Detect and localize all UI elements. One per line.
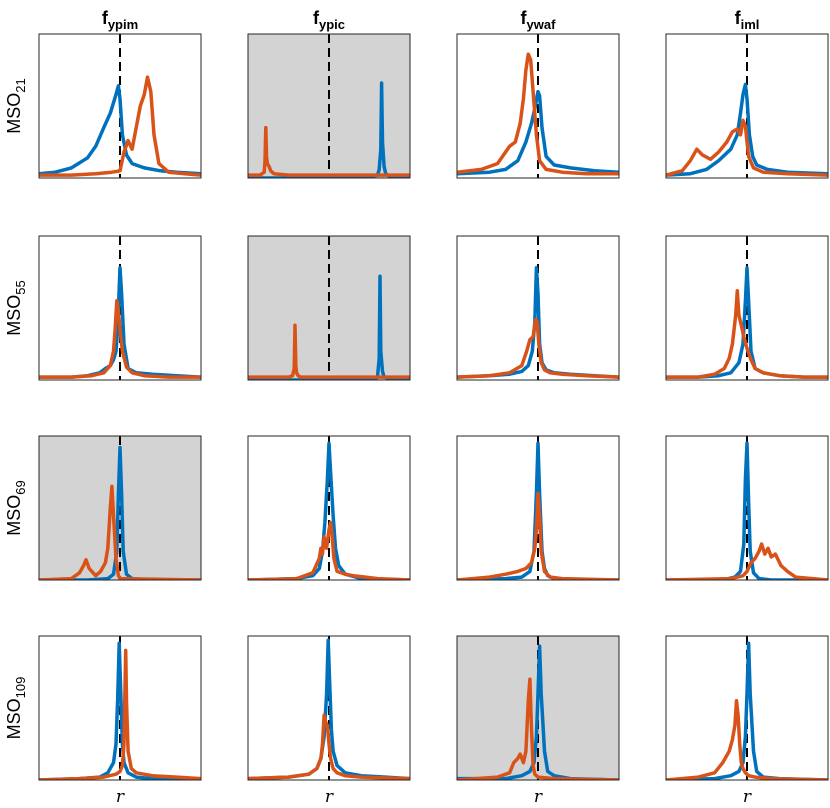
panel-r1-c3 — [665, 235, 829, 381]
series-blue-line — [666, 82, 828, 177]
axes-frame — [38, 435, 202, 581]
column-title-subscript: ypic — [319, 17, 345, 32]
axes-frame — [456, 435, 620, 581]
panel-r3-c3 — [665, 635, 829, 781]
series-orange-line — [666, 699, 828, 780]
axes-frame — [247, 235, 411, 381]
axes-frame — [665, 635, 829, 781]
axes-frame — [456, 235, 620, 381]
panel-r2-c2 — [456, 435, 620, 581]
series-orange-line — [666, 288, 828, 379]
series-blue-line — [248, 441, 410, 580]
series-orange-line — [39, 484, 201, 580]
series-orange-line — [248, 125, 410, 177]
panel-r2-c0 — [38, 435, 202, 581]
axes-frame — [665, 33, 829, 179]
series-orange-line — [666, 118, 828, 177]
panel-r3-c2 — [456, 635, 620, 781]
axes-frame — [247, 435, 411, 581]
panel-r0-c2 — [456, 33, 620, 179]
column-title-ypim: fypim — [102, 8, 138, 32]
axes-frame — [247, 635, 411, 781]
row-label-subscript: 109 — [13, 677, 28, 699]
panel-r1-c1 — [247, 235, 411, 381]
row-label-subscript: 69 — [13, 480, 28, 494]
panel-r3-c1 — [247, 635, 411, 781]
series-orange-line — [457, 317, 619, 379]
series-blue-line — [39, 84, 201, 176]
series-blue-line — [457, 89, 619, 176]
x-axis-label: r — [116, 787, 125, 807]
x-axis-label: r — [743, 787, 752, 807]
axes-frame — [38, 635, 202, 781]
series-orange-line — [248, 713, 410, 780]
axes-frame — [38, 33, 202, 179]
row-label-mso-69: MSO69 — [4, 480, 28, 535]
column-title-iml: fiml — [735, 8, 760, 32]
panel-r2-c3 — [665, 435, 829, 581]
series-orange-line — [457, 52, 619, 176]
column-title-subscript: ypim — [108, 17, 138, 32]
panel-r1-c2 — [456, 235, 620, 381]
row-label-subscript: 55 — [13, 280, 28, 294]
row-label-subscript: 21 — [13, 78, 28, 92]
panel-r0-c0 — [38, 33, 202, 179]
row-label-mso-21: MSO21 — [4, 78, 28, 133]
series-blue-line — [457, 644, 619, 780]
row-label-mso-55: MSO55 — [4, 280, 28, 335]
column-title-ypic: fypic — [313, 8, 345, 32]
axes-frame — [456, 635, 620, 781]
series-orange-line — [39, 299, 201, 379]
panel-r1-c0 — [38, 235, 202, 381]
series-orange-line — [457, 491, 619, 580]
axes-frame — [38, 235, 202, 381]
x-axis-label: r — [534, 787, 543, 807]
x-axis-label: r — [325, 787, 334, 807]
series-orange-line — [248, 323, 410, 379]
column-title-ywaf: fywaf — [521, 8, 557, 32]
axes-frame — [247, 33, 411, 179]
panel-r2-c1 — [247, 435, 411, 581]
series-orange-line — [457, 677, 619, 780]
panel-r3-c0 — [38, 635, 202, 781]
axes-frame — [456, 33, 620, 179]
axes-frame — [665, 435, 829, 581]
series-orange-line — [39, 648, 201, 780]
series-orange-line — [666, 542, 828, 580]
series-orange-line — [39, 75, 201, 177]
panel-r0-c1 — [247, 33, 411, 179]
series-orange-line — [248, 520, 410, 580]
column-title-subscript: ywaf — [527, 17, 557, 32]
axes-frame — [665, 235, 829, 381]
panel-r0-c3 — [665, 33, 829, 179]
row-label-mso-109: MSO109 — [4, 677, 28, 740]
column-title-subscript: iml — [741, 17, 760, 32]
